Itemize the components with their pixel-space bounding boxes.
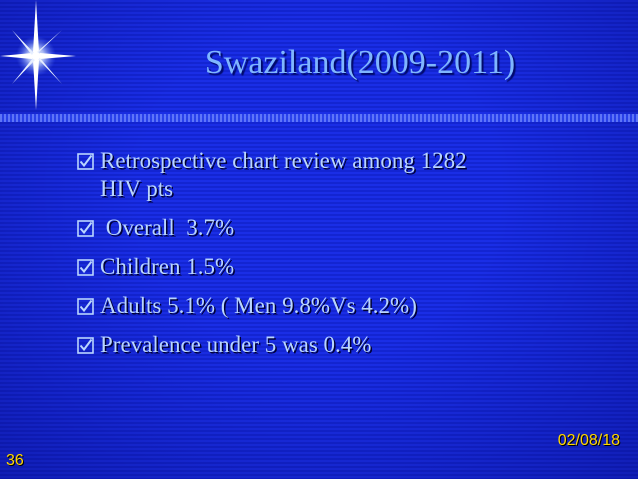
bullet-item: Overall 3.7%: [76, 214, 616, 242]
bullet-text: Prevalence under 5 was 0.4%: [100, 332, 372, 357]
slide-number: 36: [6, 452, 24, 469]
bullet-item: Prevalence under 5 was 0.4%: [76, 331, 616, 359]
title-divider: [0, 114, 638, 122]
bullet-list: Retrospective chart review among 1282 HI…: [76, 147, 616, 370]
bullet-text: Adults 5.1% ( Men 9.8%Vs 4.2%): [100, 293, 417, 318]
bullet-text: Overall 3.7%: [100, 215, 235, 240]
bullet-text: Children 1.5%: [100, 254, 235, 279]
checkbox-checked-icon: [77, 298, 94, 315]
slide-date: 02/08/18: [557, 432, 620, 449]
checkbox-checked-icon: [77, 259, 94, 276]
checkbox-checked-icon: [77, 153, 94, 170]
bullet-item: Retrospective chart review among 1282 HI…: [76, 147, 616, 203]
checkbox-checked-icon: [77, 337, 94, 354]
bullet-text-continued: HIV pts: [100, 176, 174, 201]
checkbox-checked-icon: [77, 220, 94, 237]
bullet-item: Children 1.5%: [76, 253, 616, 281]
bullet-text: Retrospective chart review among 1282: [100, 148, 467, 173]
bullet-item: Adults 5.1% ( Men 9.8%Vs 4.2%): [76, 292, 616, 320]
slide-title: Swaziland(2009-2011): [204, 44, 516, 81]
sparkle-star-icon: [0, 0, 76, 110]
